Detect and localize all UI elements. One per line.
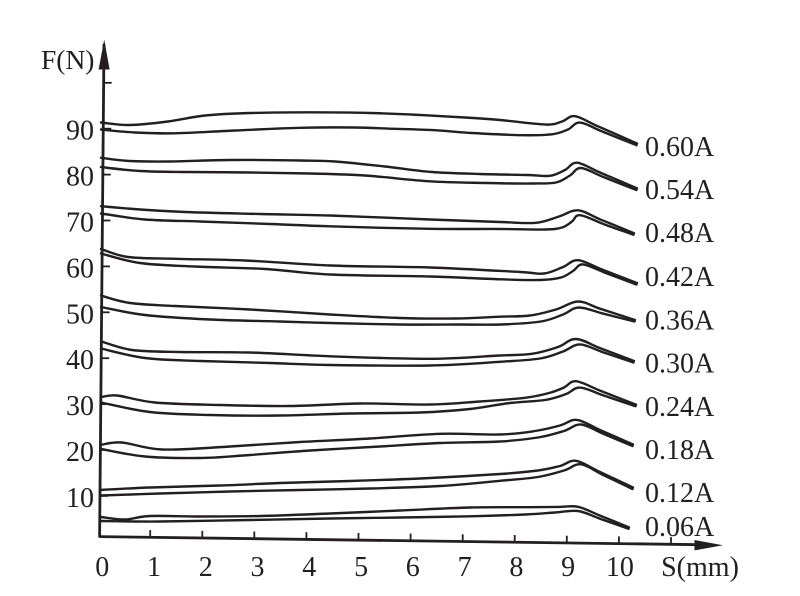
svg-text:70: 70 <box>66 208 94 239</box>
svg-text:3: 3 <box>251 552 265 583</box>
svg-text:6: 6 <box>406 552 420 583</box>
svg-text:S(mm): S(mm) <box>661 552 739 583</box>
svg-text:2: 2 <box>199 552 213 583</box>
svg-text:0.42A: 0.42A <box>645 262 715 293</box>
svg-text:10: 10 <box>66 483 94 514</box>
svg-text:7: 7 <box>458 552 472 583</box>
svg-text:20: 20 <box>66 437 94 468</box>
svg-text:8: 8 <box>509 552 523 583</box>
svg-text:9: 9 <box>561 552 575 583</box>
svg-text:0.18A: 0.18A <box>645 435 715 466</box>
svg-text:90: 90 <box>66 116 94 147</box>
svg-text:10: 10 <box>606 552 634 583</box>
svg-text:80: 80 <box>66 162 94 193</box>
svg-text:0.48A: 0.48A <box>645 218 715 249</box>
svg-text:60: 60 <box>66 253 94 284</box>
svg-text:50: 50 <box>66 299 94 330</box>
svg-text:40: 40 <box>66 345 94 376</box>
svg-text:0.60A: 0.60A <box>645 132 715 163</box>
svg-text:1: 1 <box>147 552 161 583</box>
svg-text:0.12A: 0.12A <box>645 478 715 509</box>
svg-text:4: 4 <box>302 552 316 583</box>
svg-text:0: 0 <box>95 552 109 583</box>
svg-text:0.06A: 0.06A <box>645 512 715 543</box>
svg-text:F(N): F(N) <box>41 44 94 75</box>
svg-text:0.54A: 0.54A <box>645 175 715 206</box>
svg-text:5: 5 <box>354 552 368 583</box>
svg-text:0.30A: 0.30A <box>645 349 715 380</box>
svg-text:0.24A: 0.24A <box>645 392 715 423</box>
svg-text:0.36A: 0.36A <box>645 305 715 336</box>
svg-text:30: 30 <box>66 391 94 422</box>
